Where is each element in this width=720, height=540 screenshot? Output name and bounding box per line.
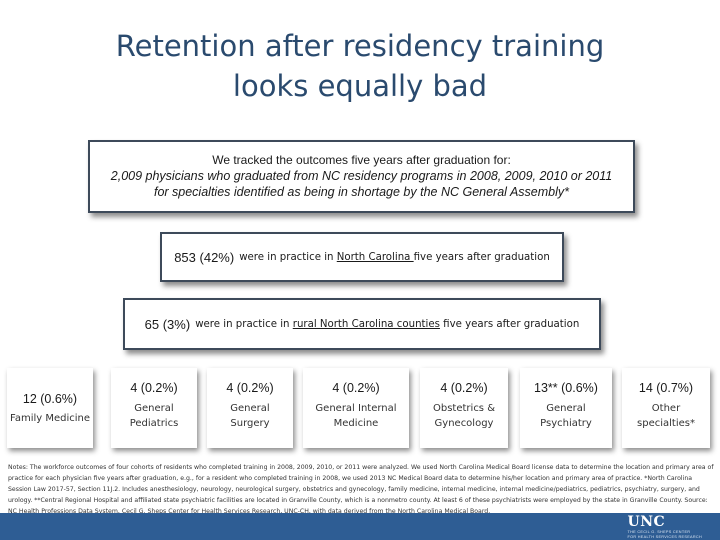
rural-practice-count: 65 (3%) — [144, 316, 191, 332]
specialty-count: 13** (0.6%) — [534, 381, 598, 395]
specialty-name: Other specialties* — [637, 403, 695, 429]
logo-subtitle-2: FOR HEALTH SERVICES RESEARCH — [627, 534, 702, 539]
cohort-summary-box: We tracked the outcomes five years after… — [88, 140, 635, 213]
rural-practice-location: rural North Carolina counties — [292, 318, 440, 330]
nc-practice-text-before: were in practice in — [239, 251, 337, 263]
nc-practice-count: 853 (42%) — [174, 249, 235, 265]
specialty-box-other-specialties: 14 (0.7%) Other specialties* — [622, 368, 710, 448]
nc-practice-location: North Carolina — [336, 251, 414, 263]
nc-practice-text-after: five years after graduation — [413, 251, 550, 263]
cohort-detail-text: physicians who graduated from NC residen… — [142, 169, 613, 183]
specialty-box-general-pediatrics: 4 (0.2%) General Pediatrics — [111, 368, 197, 448]
rural-practice-text-before: were in practice in — [195, 318, 293, 330]
specialty-name: General Psychiatry — [540, 403, 592, 429]
specialty-name: Obstetrics & Gynecology — [433, 403, 495, 429]
footer-bar: UNC THE CECIL G. SHEPS CENTER FOR HEALTH… — [0, 513, 720, 540]
specialty-box-general-psychiatry: 13** (0.6%) General Psychiatry — [520, 368, 612, 448]
cohort-detail-line-2: for specialties identified as being in s… — [153, 185, 570, 199]
cohort-lead-text: We tracked the outcomes five years after… — [212, 153, 511, 167]
specialty-count: 4 (0.2%) — [440, 381, 488, 395]
specialty-count: 4 (0.2%) — [130, 381, 178, 395]
title-line-1: Retention after residency training — [115, 29, 605, 63]
specialty-name: General Internal Medicine — [315, 403, 397, 429]
title-line-2: looks equally bad — [232, 69, 488, 103]
specialty-count: 12 (0.6%) — [22, 391, 78, 406]
specialty-box-family-medicine: 12 (0.6%) Family Medicine — [7, 368, 93, 448]
unc-sheps-logo: UNC THE CECIL G. SHEPS CENTER FOR HEALTH… — [627, 515, 702, 539]
rural-practice-text: were in practice in rural North Carolina… — [195, 319, 579, 330]
page-title: Retention after residency training looks… — [40, 26, 680, 106]
specialty-box-obstetrics-gynecology: 4 (0.2%) Obstetrics & Gynecology — [420, 368, 508, 448]
footnotes: Notes: The workforce outcomes of four co… — [8, 464, 714, 515]
cohort-count: 2,009 — [110, 169, 143, 183]
specialty-name: General Surgery — [230, 403, 270, 429]
specialty-box-general-internal-medicine: 4 (0.2%) General Internal Medicine — [303, 368, 409, 448]
cohort-detail-line-1: 2,009 physicians who graduated from NC r… — [90, 168, 633, 184]
logo-subtitle-1: THE CECIL G. SHEPS CENTER — [627, 530, 691, 534]
rural-practice-box: 65 (3%) were in practice in rural North … — [123, 298, 601, 350]
specialty-name: Family Medicine — [9, 412, 91, 424]
nc-practice-text: were in practice in North Carolina five … — [239, 252, 550, 263]
logo-wordmark: UNC — [627, 514, 666, 530]
specialty-count: 4 (0.2%) — [226, 381, 274, 395]
specialty-count: 4 (0.2%) — [332, 381, 380, 395]
nc-practice-box: 853 (42%) were in practice in North Caro… — [160, 232, 564, 282]
specialty-count: 14 (0.7%) — [638, 381, 694, 395]
specialty-box-general-surgery: 4 (0.2%) General Surgery — [207, 368, 293, 448]
specialty-name: General Pediatrics — [129, 403, 179, 429]
rural-practice-text-after: five years after graduation — [439, 318, 580, 330]
